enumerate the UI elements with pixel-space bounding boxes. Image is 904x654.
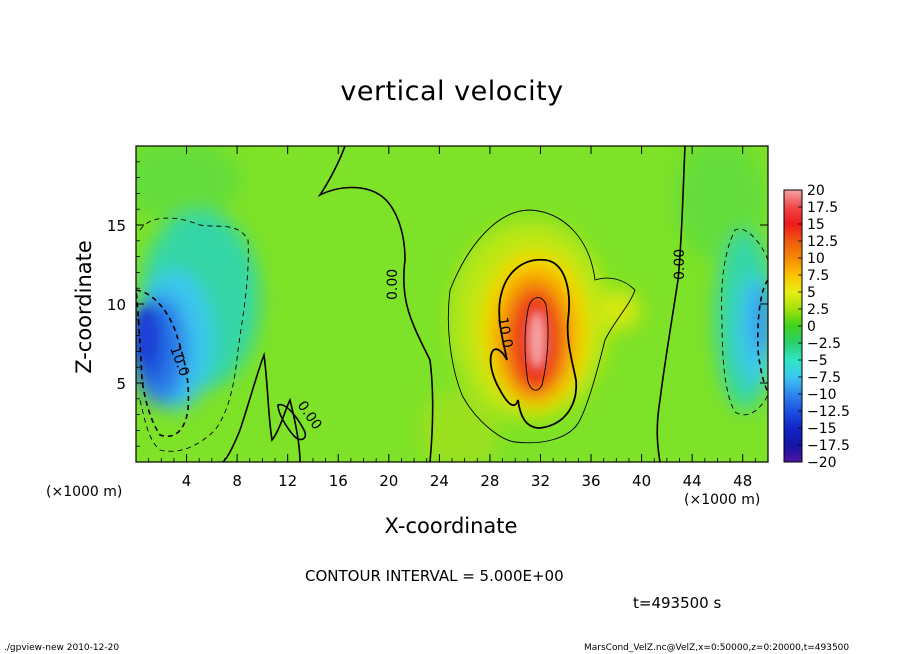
chart-title: vertical velocity	[340, 76, 564, 107]
colorbar-tick-label-15: −17.5	[807, 438, 850, 454]
colorbar-tick-label-1: 17.5	[807, 200, 838, 216]
x-tick-label-4: 20	[379, 472, 398, 490]
colorbar-tick-label-0: 20	[807, 183, 825, 199]
contour-zero-left	[221, 351, 301, 462]
contour-label-5: 0.00	[672, 249, 688, 280]
colorbar-tick-label-10: −5	[807, 353, 828, 369]
colorbar-tick-label-8: 0	[807, 319, 816, 335]
y-tick-label-1: 10	[107, 296, 126, 314]
colorbar-tick-label-6: 5	[807, 285, 816, 301]
x-axis-unit-left: (×1000 m)	[46, 484, 123, 500]
time-label: t=493500 s	[633, 594, 722, 612]
colorbar-tick-label-4: 10	[807, 251, 825, 267]
x-tick-label-11: 48	[733, 472, 752, 490]
x-tick-label-6: 28	[480, 472, 499, 490]
contour-lines	[136, 146, 768, 462]
x-tick-label-7: 32	[531, 472, 550, 490]
contour-plus5	[447, 209, 636, 444]
x-tick-label-8: 36	[581, 472, 600, 490]
colorbar: 2017.51512.5107.552.50−2.5−5−7.5−10−12.5…	[783, 183, 850, 471]
contour-zero-center	[317, 146, 434, 462]
x-tick-label-0: 4	[182, 472, 192, 490]
colorbar-ticks: 2017.51512.5107.552.50−2.5−5−7.5−10−12.5…	[798, 183, 850, 471]
plot-area: 10.0 0.00 0.00 10.0 0.00	[136, 146, 768, 462]
x-tick-label-1: 8	[232, 472, 242, 490]
colorbar-tick-label-3: 12.5	[807, 234, 838, 250]
x-axis-unit-right: (×1000 m)	[684, 492, 761, 508]
y-tick-label-2: 15	[107, 217, 126, 235]
x-tick-label-9: 40	[632, 472, 651, 490]
colorbar-tick-label-11: −7.5	[807, 370, 841, 386]
colorbar-tick-label-12: −10	[807, 387, 837, 403]
x-axis-label-text: X-coordinate	[384, 514, 518, 538]
contour-minus10-left	[136, 289, 190, 437]
colorbar-tick-label-5: 7.5	[807, 268, 829, 284]
y-tick-label-0: 5	[116, 375, 126, 393]
colorbar-tick-label-7: 2.5	[807, 302, 829, 318]
contour-minus10-right	[757, 279, 768, 393]
x-axis-label: X-coordinate	[0, 514, 904, 538]
contour-zero-small	[277, 403, 307, 441]
x-tick-label-10: 44	[683, 472, 702, 490]
colorbar-tick-label-14: −15	[807, 421, 837, 437]
colorbar-tick-label-16: −20	[807, 455, 837, 471]
footer-right: MarsCond_VelZ.nc@VelZ,x=0:50000,z=0:2000…	[584, 643, 850, 653]
contour-plus10	[489, 258, 578, 429]
x-axis: 4 8 12 16 20 24 28 32 36 40 44 48	[148, 146, 769, 490]
contour-label-2: 0.00	[385, 269, 401, 300]
x-tick-label-3: 16	[329, 472, 348, 490]
colorbar-tick-label-13: −12.5	[807, 404, 850, 420]
contour-label-4: 10.0	[494, 316, 515, 349]
footer-left: ./gpview-new 2010-12-20	[4, 643, 120, 653]
contour-interval-text: CONTOUR INTERVAL = 5.000E+00	[305, 567, 564, 585]
x-tick-label-2: 12	[278, 472, 297, 490]
x-tick-label-5: 24	[430, 472, 449, 490]
colorbar-tick-label-9: −2.5	[807, 336, 841, 352]
contour-minus5-left	[139, 217, 249, 452]
contour-plus15	[524, 297, 549, 391]
colorbar-tick-label-2: 15	[807, 217, 825, 233]
y-axis: 5 10 15	[107, 161, 768, 447]
contour-zero-right	[656, 146, 686, 462]
